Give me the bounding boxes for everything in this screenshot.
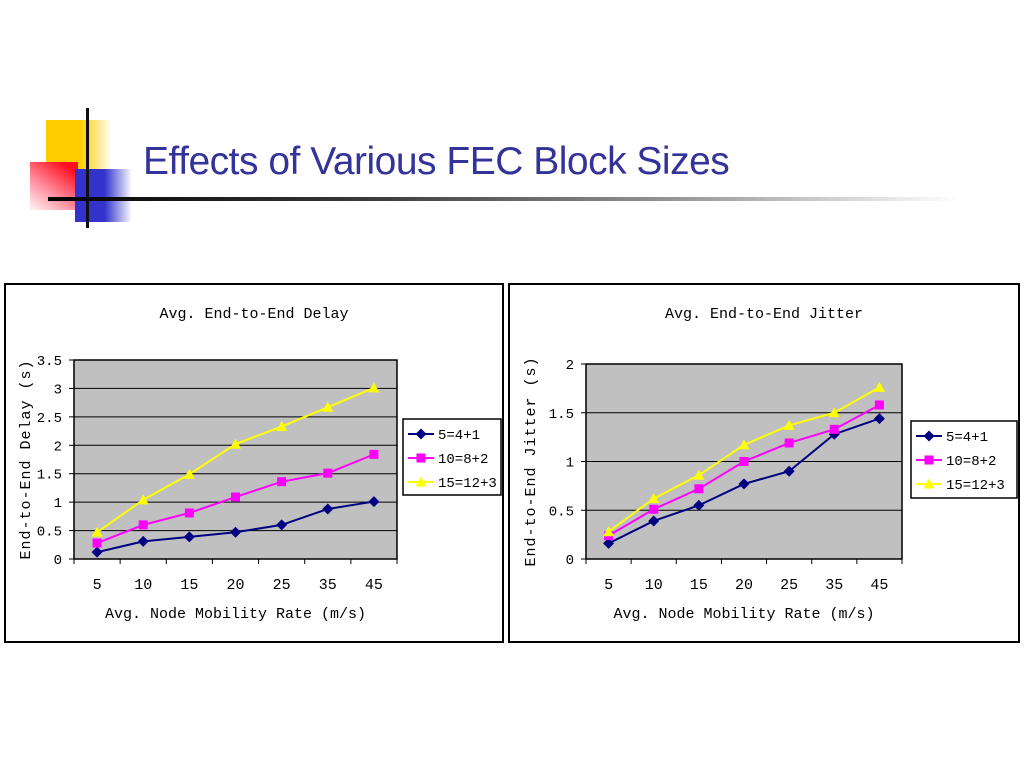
y-tick-label: 0.5	[549, 504, 574, 520]
square-marker	[874, 400, 884, 410]
delay-chart-panel: 0 0.5 1 1.5 2 2.5 3 3.5 5 10 15 20 25 35 45 Avg. End-to…	[4, 283, 504, 643]
square-marker	[323, 468, 333, 478]
triangle-marker	[91, 526, 103, 537]
x-category-label: 45	[870, 577, 888, 594]
triangle-marker	[923, 478, 935, 489]
square-marker	[924, 455, 934, 465]
triangle-marker	[783, 419, 795, 430]
y-tick-label: 2.5	[37, 411, 62, 427]
legend-label: 5=4+1	[438, 428, 480, 444]
legend-label: 10=8+2	[438, 452, 488, 468]
diamond-marker	[137, 535, 149, 547]
jitter-chart-panel: 0 0.5 1 1.5 2 5 10 15 20 25 35 45 Avg. End-to-End Ji…	[508, 283, 1020, 643]
diamond-marker	[648, 515, 660, 527]
x-category-label: 10	[645, 577, 663, 594]
diamond-marker	[276, 519, 288, 531]
triangle-marker	[415, 476, 427, 487]
square-marker	[92, 538, 102, 548]
x-category-label: 5	[93, 577, 102, 594]
triangle-marker	[322, 401, 334, 412]
triangle-marker	[693, 469, 705, 480]
legend-label: 10=8+2	[946, 454, 996, 470]
logo-red-square	[30, 162, 78, 210]
diamond-marker	[230, 526, 241, 538]
square-marker	[784, 438, 794, 448]
diamond-marker	[693, 499, 705, 511]
diamond-marker	[415, 428, 427, 440]
square-marker	[739, 457, 749, 466]
y-axis-title: End-to-End Jitter (s)	[523, 356, 540, 566]
triangle-marker	[137, 494, 149, 505]
diamond-marker	[91, 546, 103, 558]
logo-blue-square	[75, 169, 132, 222]
triangle-marker	[873, 381, 885, 392]
legend-label: 15=12+3	[438, 476, 497, 492]
x-category-label: 25	[780, 577, 798, 594]
x-category-label: 15	[690, 577, 708, 594]
diamond-marker	[923, 430, 935, 442]
y-tick-label: 0.5	[37, 525, 62, 541]
triangle-marker	[738, 439, 750, 450]
x-axis-title: Avg. Node Mobility Rate (m/s)	[613, 606, 874, 623]
diamond-marker	[322, 503, 334, 515]
diamond-marker	[368, 496, 380, 508]
triangle-marker	[368, 382, 380, 393]
x-category-label: 35	[319, 577, 337, 594]
y-tick-label: 2	[566, 358, 574, 374]
y-tick-label: 2	[54, 439, 62, 455]
triangle-marker	[603, 526, 615, 537]
y-tick-label: 1.5	[37, 468, 62, 484]
x-axis-title: Avg. Node Mobility Rate (m/s)	[105, 606, 366, 623]
chart-title: Avg. End-to-End Jitter	[665, 306, 863, 323]
x-category-label: 20	[226, 577, 244, 594]
legend-label: 5=4+1	[946, 430, 988, 446]
square-marker	[277, 477, 287, 487]
y-tick-label: 1	[566, 456, 574, 472]
chart-title: Avg. End-to-End Delay	[159, 306, 348, 323]
x-category-label: 10	[134, 577, 152, 594]
plot-area	[73, 359, 398, 560]
diamond-marker	[603, 537, 615, 549]
x-category-label: 15	[180, 577, 198, 594]
diamond-marker	[738, 478, 750, 490]
square-marker	[416, 453, 426, 463]
square-marker	[231, 492, 240, 502]
square-marker	[184, 508, 194, 518]
triangle-marker	[648, 493, 660, 504]
diamond-marker	[783, 465, 795, 477]
title-underline-rule	[48, 197, 960, 201]
y-tick-label: 0	[54, 553, 62, 569]
triangle-marker	[183, 468, 195, 479]
x-category-label: 45	[365, 577, 383, 594]
x-category-label: 5	[604, 577, 613, 594]
y-tick-label: 0	[566, 553, 574, 569]
y-tick-label: 1	[54, 496, 62, 512]
square-marker	[138, 520, 148, 530]
square-marker	[694, 484, 704, 494]
triangle-marker	[276, 421, 288, 432]
diamond-marker	[183, 531, 195, 543]
y-axis-title: End-to-End Delay (s)	[18, 359, 35, 559]
square-marker	[829, 424, 839, 434]
y-tick-label: 3	[54, 382, 62, 398]
y-tick-label: 3.5	[37, 354, 62, 370]
x-category-label: 20	[735, 577, 753, 594]
square-marker	[649, 504, 659, 514]
y-tick-label: 1.5	[549, 407, 574, 423]
triangle-marker	[828, 407, 840, 418]
square-marker	[369, 449, 379, 459]
chart-svg: 0 0.5 1 1.5 2 2.5 3 3.5 5 10 15 20 25 35 45 Avg. End-to…	[18, 306, 502, 623]
slide-title: Effects of Various FEC Block Sizes	[143, 140, 730, 183]
logo-vertical-line	[86, 108, 89, 228]
triangle-marker	[230, 438, 241, 449]
x-category-label: 35	[825, 577, 843, 594]
legend-label: 15=12+3	[946, 478, 1005, 494]
x-category-label: 25	[273, 577, 291, 594]
diamond-marker	[873, 413, 885, 425]
